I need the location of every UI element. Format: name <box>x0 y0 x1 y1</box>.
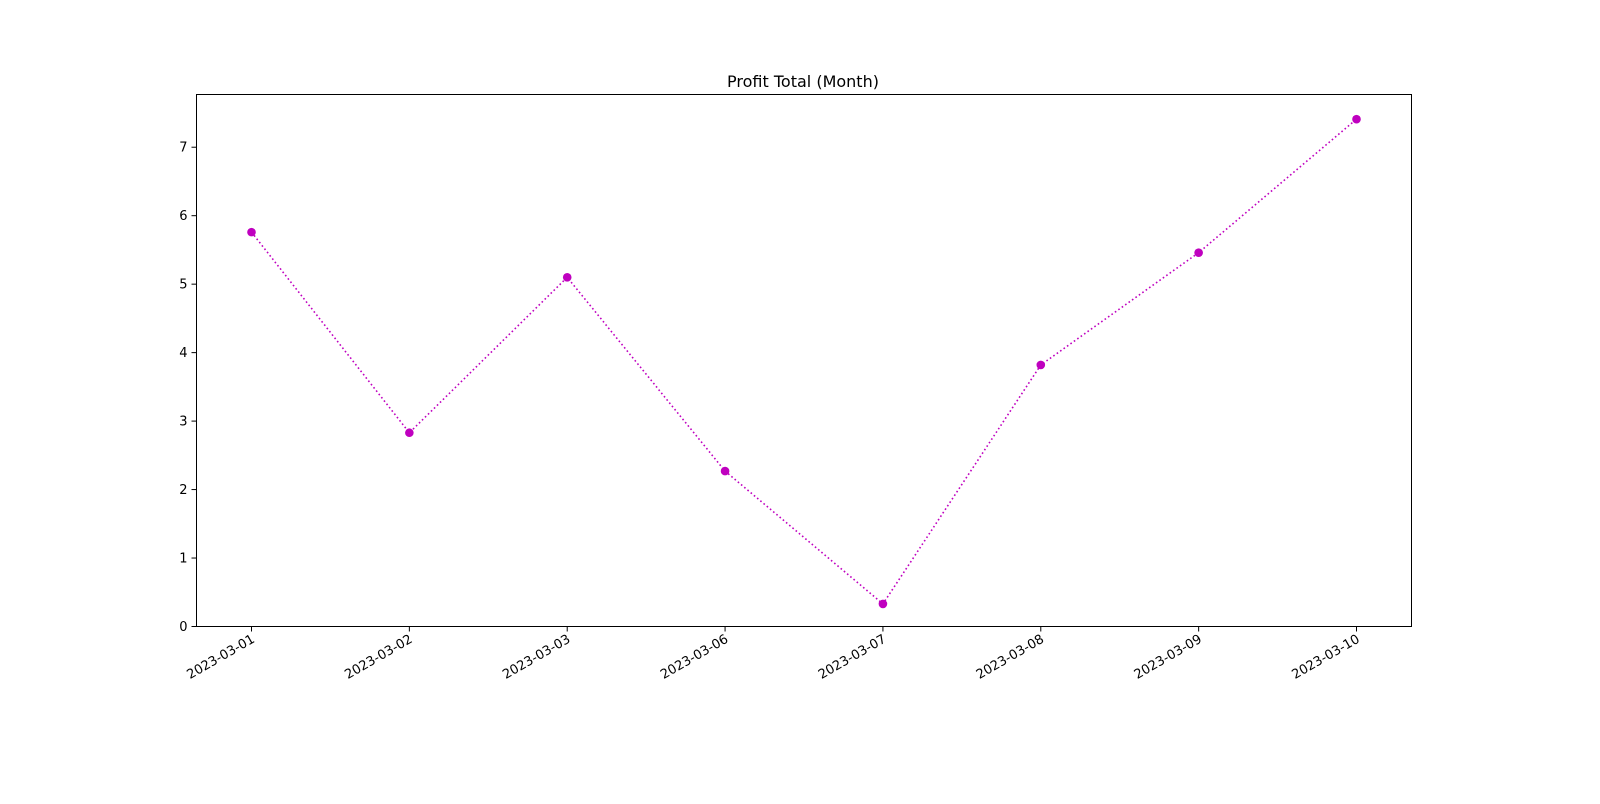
series-layer <box>247 114 1361 609</box>
data-point <box>1352 114 1361 124</box>
data-point <box>878 599 888 609</box>
data-point <box>720 466 730 476</box>
data-point <box>405 428 414 438</box>
y-tick-label: 2 <box>179 483 187 498</box>
x-tick-label: 2023-03-03 <box>500 632 573 683</box>
x-tick-label: 2023-03-10 <box>1290 632 1363 683</box>
x-tick-label: 2023-03-06 <box>658 632 731 683</box>
y-tick-label: 1 <box>179 552 187 567</box>
data-point <box>247 227 256 237</box>
data-point <box>1036 360 1046 370</box>
plot-frame <box>196 94 1412 627</box>
y-tick-label: 5 <box>179 278 187 293</box>
y-tick-label: 7 <box>179 141 187 156</box>
data-point <box>562 273 572 282</box>
x-tick-label: 2023-03-02 <box>342 632 415 683</box>
y-tick-label: 0 <box>179 620 187 635</box>
axis-ticks: 0 1 2 3 4 5 6 7 2023-03-01 2023-03-02 2023-03-03 20… <box>179 141 1362 683</box>
x-tick-label: 2023-03-08 <box>974 632 1047 683</box>
y-tick-label: 3 <box>179 415 187 430</box>
x-tick-label: 2023-03-09 <box>1132 632 1205 683</box>
x-tick-label: 2023-03-07 <box>816 632 889 683</box>
y-tick-label: 6 <box>179 209 187 224</box>
series-line <box>250 118 1358 606</box>
chart-title: Profit Total (Month) <box>727 72 879 91</box>
x-tick-label: 2023-03-01 <box>185 632 258 683</box>
data-point <box>1194 248 1203 257</box>
y-tick-label: 4 <box>179 346 187 361</box>
